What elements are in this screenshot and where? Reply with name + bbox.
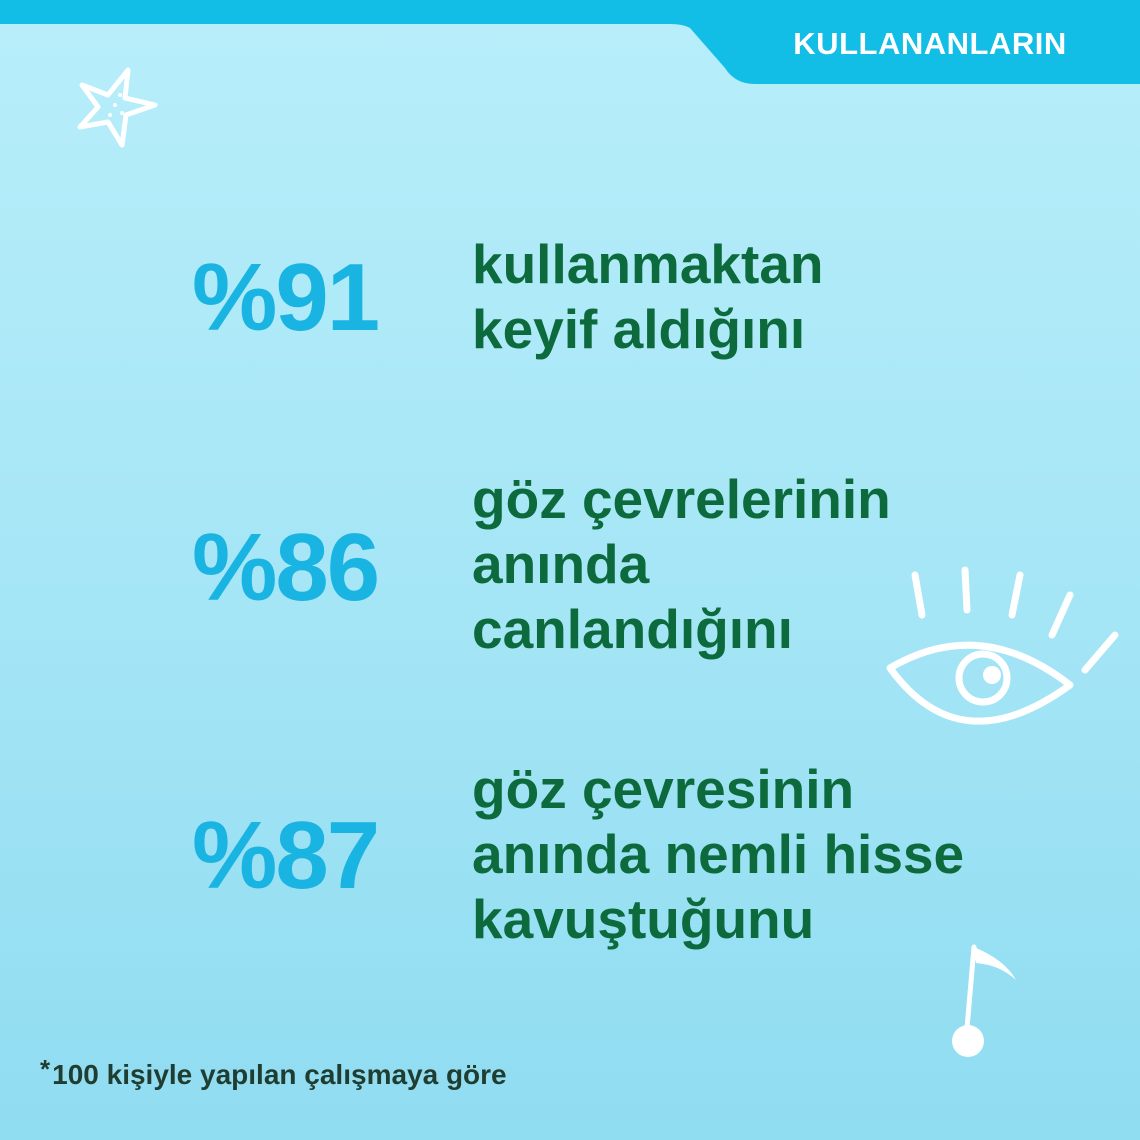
stat-percent: %86 [192, 514, 380, 621]
footnote-asterisk: * [40, 1054, 51, 1084]
stat-line: kavuştuğunu [472, 888, 815, 950]
stat-description: kullanmaktan keyif aldığını [472, 232, 824, 362]
stat-percent: %91 [192, 244, 380, 351]
footnote: *100 kişiyle yapılan çalışmaya göre [40, 1054, 507, 1091]
stat-line: keyif aldığını [472, 298, 806, 360]
footnote-text: 100 kişiyle yapılan çalışmaya göre [52, 1059, 507, 1090]
header-band [0, 0, 1140, 84]
stat-line: canlandığını [472, 598, 793, 660]
music-note-icon [952, 944, 1016, 1057]
stat-description: göz çevrelerinin anında canlandığını [472, 467, 891, 662]
header-tab-label: KULLANANLARIN [793, 26, 1067, 61]
stat-line: anında [472, 533, 650, 595]
stat-line: anında nemli hisse [472, 823, 965, 885]
stat-line: kullanmaktan [472, 233, 824, 295]
eye-icon [886, 566, 1119, 725]
stat-line: göz çevrelerinin [472, 468, 891, 530]
stat-percent: %87 [192, 802, 380, 909]
stat-line: göz çevresinin [472, 758, 855, 820]
star-icon [77, 67, 158, 148]
stat-description: göz çevresinin anında nemli hisse kavuşt… [472, 757, 964, 952]
